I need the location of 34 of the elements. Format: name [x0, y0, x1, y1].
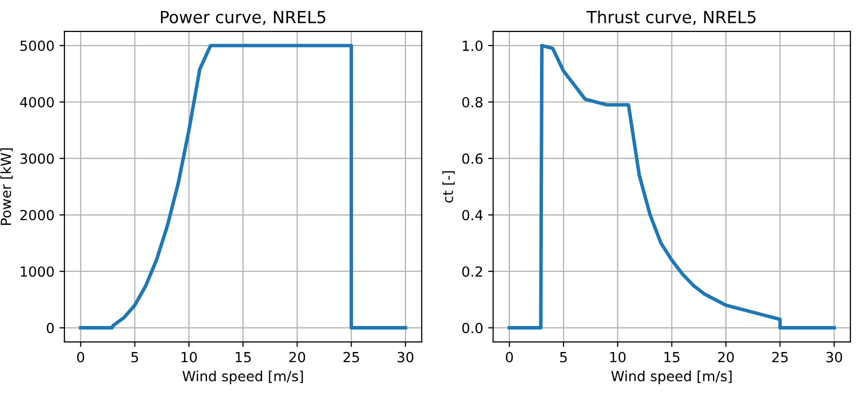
y-tick-label: 0.2	[462, 266, 482, 277]
x-tick-label: 5	[131, 352, 138, 362]
x-tick-label: 25	[344, 352, 359, 362]
y-axis-title: ct [-]	[442, 171, 455, 203]
y-tick-label: 0.4	[462, 210, 483, 220]
x-tick-label: 0	[77, 352, 84, 362]
y-tick-label: 1000	[20, 266, 54, 277]
x-tick-label: 30	[398, 352, 414, 362]
y-axis-title: Power [kW]	[0, 148, 13, 225]
x-tick-label: 15	[664, 352, 680, 362]
x-tick-label: 0	[506, 352, 513, 362]
y-tick-label: 4000	[20, 96, 54, 108]
y-tick-label: 0.8	[462, 96, 482, 108]
y-tick-label: 2000	[20, 210, 54, 220]
x-tick-label: 20	[289, 352, 306, 362]
chart-title: Thrust curve, NREL5	[586, 10, 756, 26]
x-tick-label: 15	[236, 352, 251, 362]
y-tick-label: 3000	[20, 153, 54, 164]
chart-title: Power curve, NREL5	[160, 10, 326, 26]
y-tick-label: 5000	[20, 40, 54, 52]
x-axis-title: Wind speed [m/s]	[182, 370, 303, 384]
y-tick-label: 0.6	[462, 153, 483, 164]
x-tick-label: 10	[182, 352, 197, 362]
line-series	[508, 44, 836, 330]
y-tick-label: 1.0	[462, 40, 482, 52]
line-series	[78, 44, 408, 330]
x-axis-title: Wind speed [m/s]	[611, 370, 732, 384]
x-tick-label: 30	[826, 352, 842, 362]
x-tick-label: 10	[610, 352, 626, 362]
x-tick-label: 5	[560, 352, 567, 362]
x-tick-label: 25	[772, 352, 788, 362]
y-tick-label: 0	[46, 322, 54, 334]
y-tick-label: 0.0	[462, 322, 482, 334]
x-tick-label: 20	[718, 352, 734, 362]
